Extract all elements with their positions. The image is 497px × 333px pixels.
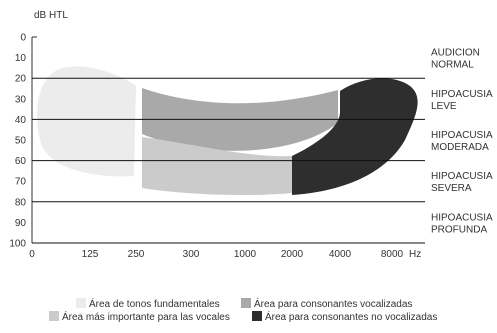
y-axis-title: dB HTL: [34, 10, 68, 21]
y-tick-label: 10: [15, 53, 27, 64]
zone-label: HIPOACUSIA: [431, 130, 493, 141]
zone-label: NORMAL: [431, 60, 474, 71]
x-tick-label: 125: [82, 249, 99, 260]
y-tick-label: 100: [9, 239, 26, 250]
legend-label: Área para consonantes vocalizadas: [254, 297, 412, 310]
legend: Área de tonos fundamentales Área para con…: [49, 297, 437, 323]
y-tick-label: 20: [15, 74, 27, 85]
x-axis-unit: Hz: [409, 249, 421, 260]
area-fundamental-tones: [37, 66, 136, 177]
zone-label: MODERADA: [431, 142, 489, 153]
y-tick-label: 30: [15, 94, 27, 105]
legend-swatch: [252, 311, 262, 321]
x-ticks: 0 125 250 300 1000 2000 4000 8000: [29, 249, 403, 260]
legend-swatch: [76, 298, 86, 308]
zone-label: AUDICION: [431, 48, 480, 59]
x-tick-label: 4000: [329, 249, 352, 260]
x-tick-label: 0: [29, 249, 35, 260]
grid: [31, 36, 425, 244]
zone-label: PROFUNDA: [431, 224, 487, 235]
speech-areas: [37, 66, 418, 196]
x-tick-label: 250: [128, 249, 145, 260]
y-tick-label: 80: [15, 197, 27, 208]
y-tick-label: 70: [15, 177, 27, 188]
zone-label: HIPOACUSIA: [431, 212, 493, 223]
zone-label: HIPOACUSIA: [431, 89, 493, 100]
y-tick-label: 60: [15, 156, 27, 167]
y-tick-label: 0: [20, 33, 26, 44]
x-tick-label: 300: [183, 249, 200, 260]
zone-label: SEVERA: [431, 183, 472, 194]
y-tick-label: 40: [15, 115, 27, 126]
x-tick-label: 8000: [381, 249, 404, 260]
zone-label: LEVE: [431, 101, 457, 112]
zone-label: HIPOACUSIA: [431, 171, 493, 182]
y-ticks: 0 10 20 30 40 50 60 70 80 90 100: [9, 33, 26, 250]
area-vowels: [142, 137, 292, 196]
legend-swatch: [49, 311, 59, 321]
y-tick-label: 90: [15, 218, 27, 229]
x-tick-label: 2000: [281, 249, 304, 260]
y-tick-label: 50: [15, 136, 27, 147]
x-tick-label: 1000: [234, 249, 257, 260]
area-voiceless-consonants: [292, 78, 418, 195]
legend-label: Área para consonantes no vocalizadas: [265, 310, 437, 323]
hearing-zones: AUDICIONNORMALHIPOACUSIALEVEHIPOACUSIAMO…: [431, 48, 493, 236]
legend-label: Área de tonos fundamentales: [89, 297, 220, 310]
legend-swatch: [241, 298, 251, 308]
legend-label: Área más importante para las vocales: [62, 310, 230, 323]
